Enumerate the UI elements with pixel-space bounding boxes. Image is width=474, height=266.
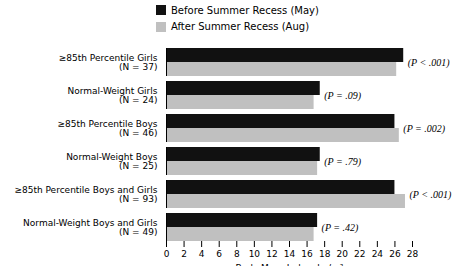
- svg-text:≥85th Percentile Boys(N = 46): ≥85th Percentile Boys(N = 46): [57, 119, 157, 138]
- svg-text:Normal-Weight Boys(N = 25): Normal-Weight Boys(N = 25): [66, 152, 158, 171]
- svg-text:≥85th Percentile Girls(N = 37): ≥85th Percentile Girls(N = 37): [59, 53, 158, 72]
- svg-text:Normal-Weight Girls(N = 24): Normal-Weight Girls(N = 24): [67, 86, 157, 105]
- svg-text:(P < .001): (P < .001): [408, 57, 451, 69]
- svg-text:0: 0: [164, 249, 170, 259]
- svg-text:24: 24: [372, 249, 384, 259]
- svg-text:(P = .002): (P = .002): [403, 123, 446, 135]
- svg-text:18: 18: [319, 249, 331, 259]
- svg-text:≥85th Percentile Boys and Girl: ≥85th Percentile Boys and Girls(N = 93): [14, 185, 157, 204]
- svg-text:Body Mass Index, kg/m²: Body Mass Index, kg/m²: [236, 263, 344, 266]
- svg-text:22: 22: [354, 249, 365, 259]
- svg-text:26: 26: [389, 249, 401, 259]
- svg-text:6: 6: [216, 249, 222, 259]
- svg-text:(P = .42): (P = .42): [322, 222, 360, 234]
- html-text:After Summer Recess (Aug): After Summer Recess (Aug): [171, 21, 309, 33]
- svg-text:8: 8: [234, 249, 240, 259]
- svg-text:14: 14: [284, 249, 296, 259]
- svg-text:2: 2: [181, 249, 187, 259]
- svg-text:16: 16: [301, 249, 313, 259]
- svg-text:Normal-Weight Boys and Girls(N: Normal-Weight Boys and Girls(N = 49): [23, 218, 158, 237]
- svg-text:10: 10: [249, 249, 261, 259]
- svg-text:4: 4: [199, 249, 205, 259]
- svg-text:28: 28: [407, 249, 419, 259]
- svg-text:(P < .001): (P < .001): [409, 189, 452, 201]
- svg-text:20: 20: [336, 249, 348, 259]
- svg-text:12: 12: [266, 249, 277, 259]
- svg-text:(P = .09): (P = .09): [324, 90, 362, 102]
- html-text:Before Summer Recess (May): Before Summer Recess (May): [171, 4, 319, 16]
- svg-text:(P = .79): (P = .79): [324, 156, 362, 168]
